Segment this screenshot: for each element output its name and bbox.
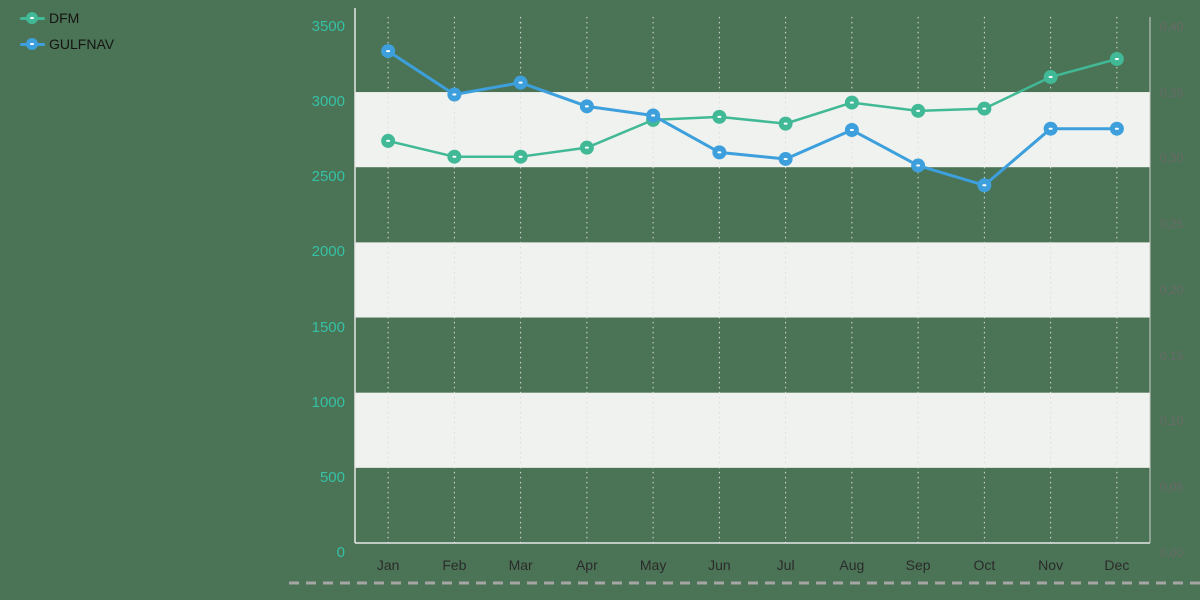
marker-center-dot-icon [916, 109, 921, 112]
y-axis-left-label: 2000 [311, 243, 345, 261]
x-axis-label: Dec [1104, 557, 1130, 573]
y-axis-left-label: 3500 [311, 17, 345, 35]
y-axis-left-label: 0 [336, 544, 345, 561]
y-axis-right-label: 0,25 [1160, 217, 1184, 232]
gulfnav-line [386, 49, 1119, 187]
y-axis-right-label: 0,10 [1160, 414, 1184, 429]
x-axis-label: Mar [508, 557, 533, 573]
legend-label-dfm: DFM [49, 10, 80, 26]
y-axis-left-label: 2500 [311, 168, 345, 186]
marker-center-dot-icon [982, 107, 987, 110]
gulfnav-series-marker-icon [20, 37, 45, 51]
marker-center-dot-icon [30, 17, 34, 19]
marker-center-dot-icon [518, 81, 523, 84]
marker-center-dot-icon [452, 155, 457, 158]
y-axis-right-label: 0,00 [1160, 546, 1184, 560]
x-axis-label: Jun [708, 557, 731, 573]
marker-center-dot-icon [584, 146, 589, 149]
y-axis-left-label: 500 [319, 468, 345, 486]
marker-center-dot-icon [717, 115, 722, 118]
marker-center-dot-icon [982, 184, 987, 187]
legend-item-gulfnav[interactable]: GULFNAV [20, 31, 114, 57]
marker-center-dot-icon [849, 129, 854, 132]
y-axis-right-label: 0,20 [1160, 282, 1184, 297]
split-band [355, 392, 1150, 468]
marker-center-dot-icon [30, 43, 34, 45]
y-axis-right-label: 0,40 [1160, 19, 1184, 34]
x-axis-label: Apr [575, 557, 598, 573]
x-axis-label: May [639, 557, 667, 573]
marker-center-dot-icon [1114, 127, 1119, 130]
x-axis-label: Oct [973, 557, 996, 573]
x-axis-label: Feb [442, 557, 467, 573]
dfm-line [386, 57, 1119, 158]
marker-center-dot-icon [386, 139, 391, 142]
x-axis-label: Sep [905, 557, 931, 573]
marker-center-dot-icon [783, 157, 788, 160]
y-axis-right-label: 0,05 [1160, 480, 1184, 495]
y-axis-right-label: 0,30 [1160, 151, 1184, 166]
y-axis-left-label: 1500 [311, 318, 345, 336]
split-band [355, 242, 1150, 318]
marker-center-dot-icon [1048, 76, 1053, 79]
dfm-series-marker-icon [20, 11, 45, 25]
marker-center-dot-icon [518, 155, 523, 158]
legend-item-dfm[interactable]: DFM [20, 5, 114, 31]
marker-center-dot-icon [783, 122, 788, 125]
marker-center-dot-icon [651, 114, 656, 117]
dfm-legend-circle [26, 12, 38, 24]
y-axis-right-label: 0,15 [1160, 348, 1184, 363]
marker-center-dot-icon [584, 105, 589, 108]
marker-center-dot-icon [916, 164, 921, 167]
y-axis-left-label: 1000 [311, 393, 345, 411]
marker-center-dot-icon [386, 50, 391, 53]
legend-label-gulfnav: GULFNAV [49, 36, 115, 52]
x-axis-label: Aug [839, 557, 865, 573]
gulfnav-legend-circle [26, 38, 38, 50]
marker-center-dot-icon [717, 151, 722, 154]
marker-center-dot-icon [452, 93, 457, 96]
x-axis-label: Jan [376, 557, 400, 573]
marker-center-dot-icon [849, 101, 854, 104]
y-axis-left-label: 3000 [311, 93, 345, 111]
marker-center-dot-icon [1114, 57, 1119, 60]
x-axis-label: Jul [776, 557, 795, 573]
legend: DFM GULFNAV [20, 5, 114, 57]
y-axis-right-label: 0,35 [1160, 85, 1184, 100]
marker-center-dot-icon [1048, 127, 1053, 130]
x-axis-label: Nov [1038, 557, 1064, 573]
